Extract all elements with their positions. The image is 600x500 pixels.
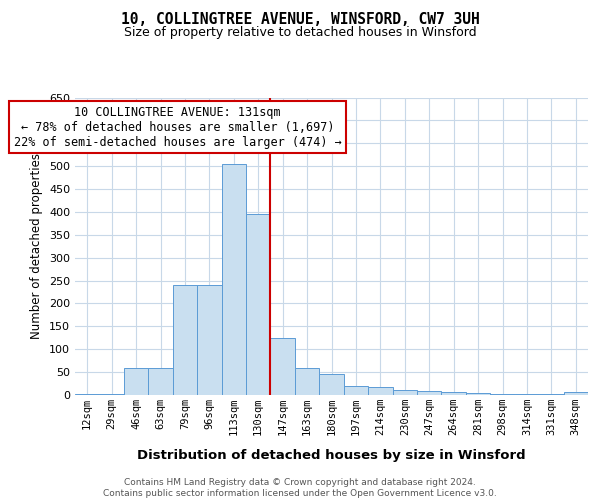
Y-axis label: Number of detached properties: Number of detached properties	[31, 153, 43, 340]
X-axis label: Distribution of detached houses by size in Winsford: Distribution of detached houses by size …	[137, 449, 526, 462]
Bar	[271, 338, 295, 395]
Bar	[246, 214, 271, 395]
Text: 10, COLLINGTREE AVENUE, WINSFORD, CW7 3UH: 10, COLLINGTREE AVENUE, WINSFORD, CW7 3U…	[121, 12, 479, 28]
Bar	[148, 368, 173, 395]
Bar	[515, 394, 539, 395]
Bar	[563, 392, 588, 395]
Bar	[295, 368, 319, 395]
Bar	[173, 285, 197, 395]
Bar	[344, 386, 368, 395]
Bar	[124, 368, 148, 395]
Text: Size of property relative to detached houses in Winsford: Size of property relative to detached ho…	[124, 26, 476, 39]
Bar	[197, 285, 221, 395]
Text: Contains HM Land Registry data © Crown copyright and database right 2024.
Contai: Contains HM Land Registry data © Crown c…	[103, 478, 497, 498]
Bar	[319, 374, 344, 395]
Bar	[75, 394, 100, 395]
Bar	[442, 392, 466, 395]
Bar	[100, 394, 124, 395]
Bar	[539, 394, 563, 395]
Bar	[490, 394, 515, 395]
Bar	[221, 164, 246, 395]
Bar	[392, 390, 417, 395]
Bar	[417, 392, 442, 395]
Text: 10 COLLINGTREE AVENUE: 131sqm
← 78% of detached houses are smaller (1,697)
22% o: 10 COLLINGTREE AVENUE: 131sqm ← 78% of d…	[14, 106, 341, 148]
Bar	[466, 392, 490, 395]
Bar	[368, 387, 392, 395]
